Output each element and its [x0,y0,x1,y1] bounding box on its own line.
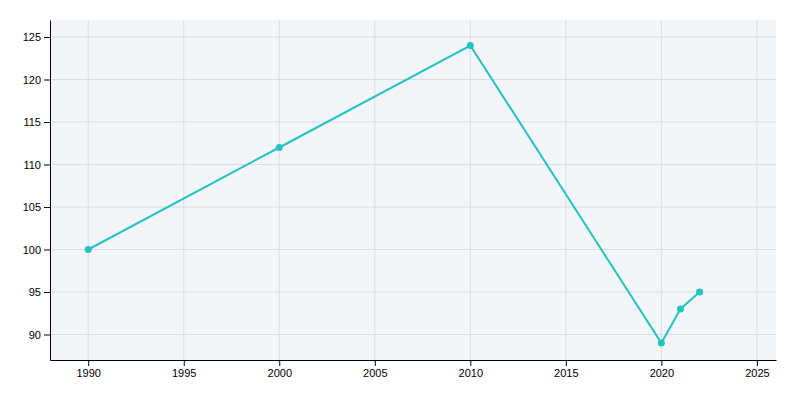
x-tick-label: 1990 [76,367,100,379]
y-tick-label: 125 [23,31,41,43]
point [276,144,283,151]
x-tick-mark [661,360,662,366]
y-tick-mark [44,250,50,251]
x-tick-mark [375,360,376,366]
y-tick-label: 105 [23,201,41,213]
point [677,306,684,313]
y-tick: 115 [23,116,50,128]
y-tick: 105 [23,201,50,213]
y-tick-mark [44,122,50,123]
plot: 1990 1995 2000 2005 2010 2015 2020 2025 90 95 100 1… [23,20,777,379]
point [85,246,92,253]
y-tick-mark [44,80,50,81]
x-tick-mark [88,360,89,366]
chart: 1990 1995 2000 2005 2010 2015 2020 2025 90 95 100 1… [0,0,800,400]
y-grid-line [50,292,776,293]
y-grid-line [50,79,776,80]
x-tick-label: 2025 [745,367,769,379]
x-grid-line [470,20,471,360]
x-grid-line [183,20,184,360]
plot-background [50,20,776,360]
y-tick: 95 [29,286,50,298]
x-tick-label: 2005 [363,367,387,379]
x-grid-line [661,20,662,360]
y-tick-mark [44,165,50,166]
point [696,289,703,296]
x-grid-line [374,20,375,360]
y-grid-line [50,37,776,38]
y-tick-label: 95 [29,286,41,298]
x-grid-line [88,20,89,360]
y-tick-mark [44,292,50,293]
grid [50,20,776,360]
y-tick-label: 120 [23,74,41,86]
x-tick-mark [470,360,471,366]
y-tick-label: 110 [23,159,41,171]
y-tick: 120 [23,74,50,86]
series [85,42,703,347]
x-tick-mark [279,360,280,366]
y-tick-mark [44,207,50,208]
y-tick: 90 [29,329,50,341]
point [467,42,474,49]
y-grid-line [50,249,776,250]
y-tick: 110 [23,159,50,171]
x-axis-line [51,360,777,361]
x-tick-label: 2000 [268,367,292,379]
x-tick-label: 2010 [459,367,483,379]
y-tick-mark [44,335,50,336]
y-grid-line [50,122,776,123]
x-grid-line [756,20,757,360]
point [658,340,665,347]
x-tick: 2020 [650,360,674,379]
x-tick-mark [757,360,758,366]
x-tick: 2025 [745,360,769,379]
x-tick-label: 2015 [554,367,578,379]
x-grid-line [565,20,566,360]
x-tick: 2010 [459,360,483,379]
x-grid-line [279,20,280,360]
x-tick: 2005 [363,360,387,379]
y-tick: 125 [23,31,50,43]
x-tick: 2015 [554,360,578,379]
y-tick-label: 90 [29,329,41,341]
x-tick: 1995 [172,360,196,379]
x-tick-label: 1995 [172,367,196,379]
x-tick: 2000 [268,360,292,379]
y-grid-line [50,207,776,208]
y-tick-label: 100 [23,244,41,256]
y-tick-mark [44,37,50,38]
x-axis: 1990 1995 2000 2005 2010 2015 2020 2025 [51,360,777,379]
x-tick-label: 2020 [650,367,674,379]
x-tick: 1990 [76,360,100,379]
y-axis: 90 95 100 105 110 115 120 125 [23,21,51,361]
y-tick-label: 115 [23,116,41,128]
x-tick-mark [184,360,185,366]
y-grid-line [50,164,776,165]
y-axis-line [50,21,51,361]
y-tick: 100 [23,244,50,256]
x-tick-mark [566,360,567,366]
line [88,46,699,344]
